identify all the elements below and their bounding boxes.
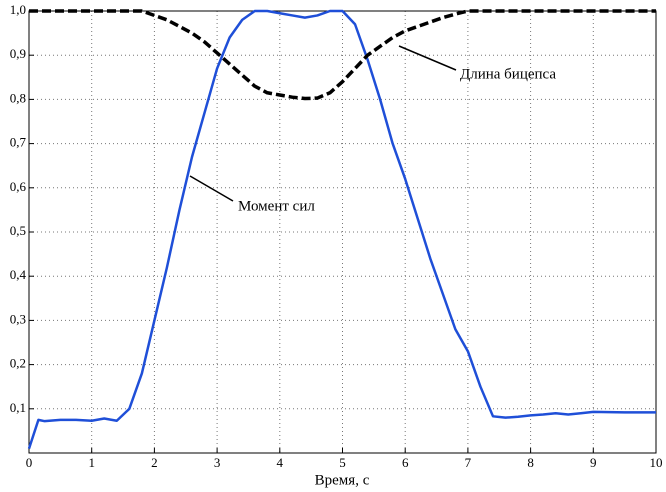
x-tick-label: 2 [151,455,158,470]
x-tick-label: 10 [650,455,663,470]
x-tick-label: 8 [527,455,534,470]
series-line [27,9,656,449]
x-tick-label: 4 [277,455,284,470]
x-tick-label: 7 [465,455,472,470]
x-axis-label: Время, с [315,472,370,488]
series-label: Момент сил [238,198,315,214]
x-tick-label: 5 [339,455,346,470]
y-tick-label: 0,8 [10,90,26,105]
y-tick-label: 1,0 [10,2,26,17]
x-tick-label: 9 [590,455,597,470]
y-tick-label: 0,2 [10,356,26,371]
series-label: Длина бицепса [460,66,556,82]
x-tick-label: 0 [26,455,33,470]
y-tick-label: 0,9 [10,46,26,61]
leader-line [189,175,234,202]
y-tick-label: 0,3 [10,311,26,326]
y-tick-label: 0,1 [10,400,26,415]
y-tick-label: 0,7 [10,135,27,150]
x-tick-label: 1 [88,455,95,470]
leader-line [398,45,457,71]
x-tick-label: 6 [402,455,409,470]
y-tick-label: 0,4 [10,267,27,282]
y-tick-label: 0,6 [10,179,27,194]
series-line [29,9,656,101]
x-tick-label: 3 [214,455,221,470]
y-tick-label: 0,5 [10,223,26,238]
